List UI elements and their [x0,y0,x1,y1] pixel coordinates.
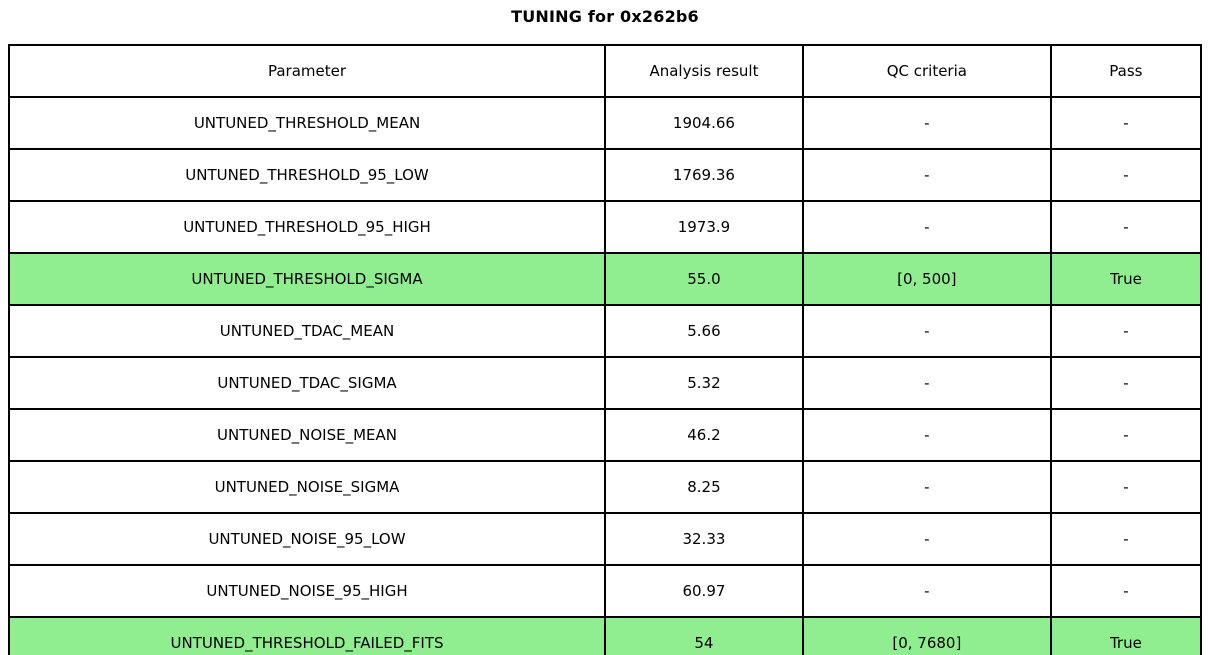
cell-qc-criteria: - [801,460,1052,514]
cell-pass: True [1049,252,1203,306]
cell-parameter: UNTUNED_THRESHOLD_95_LOW [7,148,607,202]
cell-analysis-result: 1769.36 [604,148,804,202]
table-header-row: Parameter Analysis result QC criteria Pa… [7,44,1203,98]
cell-parameter: UNTUNED_TDAC_SIGMA [7,356,607,410]
cell-parameter: UNTUNED_NOISE_MEAN [7,408,607,462]
cell-analysis-result: 5.66 [604,304,804,358]
cell-analysis-result: 8.25 [604,460,804,514]
cell-pass: - [1049,408,1203,462]
cell-pass: True [1049,616,1203,655]
cell-qc-criteria: - [801,200,1052,254]
cell-qc-criteria: - [801,408,1052,462]
cell-pass: - [1049,512,1203,566]
cell-qc-criteria: - [801,96,1052,150]
cell-pass: - [1049,460,1203,514]
cell-pass: - [1049,304,1203,358]
table-body: UNTUNED_THRESHOLD_MEAN 1904.66- - UNTUNED_T… [7,96,1203,655]
cell-parameter: UNTUNED_THRESHOLD_95_HIGH [7,200,607,254]
cell-analysis-result: 32.33 [604,512,804,566]
cell-qc-criteria: - [801,148,1052,202]
cell-parameter: UNTUNED_THRESHOLD_MEAN [7,96,607,150]
cell-pass: - [1049,564,1203,618]
cell-analysis-result: 1973.9 [604,200,804,254]
table-row: UNTUNED_TDAC_SIGMA 5.32- - [7,356,1203,410]
column-header-qc-criteria: QC criteria [801,44,1052,98]
cell-analysis-result: 1904.66 [604,96,804,150]
column-header-pass: Pass [1049,44,1203,98]
column-header-parameter: Parameter [7,44,607,98]
cell-analysis-result: 46.2 [604,408,804,462]
table-row: UNTUNED_NOISE_95_HIGH 60.97- - [7,564,1203,618]
cell-pass: - [1049,356,1203,410]
page-title: TUNING for 0x262b6 [511,7,699,26]
cell-parameter: UNTUNED_NOISE_SIGMA [7,460,607,514]
cell-pass: - [1049,96,1203,150]
cell-qc-criteria: [0, 500] [801,252,1052,306]
cell-analysis-result: 55.0 [604,252,804,306]
cell-qc-criteria: - [801,564,1052,618]
table-row: UNTUNED_THRESHOLD_95_LOW 1769.36- - [7,148,1203,202]
cell-parameter: UNTUNED_TDAC_MEAN [7,304,607,358]
table-row: UNTUNED_THRESHOLD_95_HIGH 1973.9- - [7,200,1203,254]
tuning-results-table: Parameter Analysis result QC criteria Pa… [7,44,1203,655]
table-row: UNTUNED_THRESHOLD_MEAN 1904.66- - [7,96,1203,150]
cell-qc-criteria: - [801,356,1052,410]
cell-parameter: UNTUNED_THRESHOLD_SIGMA [7,252,607,306]
cell-parameter: UNTUNED_THRESHOLD_FAILED_FITS [7,616,607,655]
cell-analysis-result: 5.32 [604,356,804,410]
table-row: UNTUNED_NOISE_95_LOW 32.33- - [7,512,1203,566]
cell-qc-criteria: [0, 7680] [801,616,1052,655]
table-row: UNTUNED_NOISE_MEAN 46.2- - [7,408,1203,462]
table-row: UNTUNED_TDAC_MEAN 5.66- - [7,304,1203,358]
table-row: UNTUNED_THRESHOLD_SIGMA 55.0 [0, 500] True [7,252,1203,306]
cell-analysis-result: 54 [604,616,804,655]
table-row: UNTUNED_NOISE_SIGMA 8.25- - [7,460,1203,514]
table-row: UNTUNED_THRESHOLD_FAILED_FITS 54 [0, 7680]… [7,616,1203,655]
cell-pass: - [1049,148,1203,202]
cell-parameter: UNTUNED_NOISE_95_HIGH [7,564,607,618]
cell-pass: - [1049,200,1203,254]
cell-analysis-result: 60.97 [604,564,804,618]
cell-qc-criteria: - [801,512,1052,566]
cell-qc-criteria: - [801,304,1052,358]
cell-parameter: UNTUNED_NOISE_95_LOW [7,512,607,566]
column-header-analysis-result: Analysis result [604,44,804,98]
